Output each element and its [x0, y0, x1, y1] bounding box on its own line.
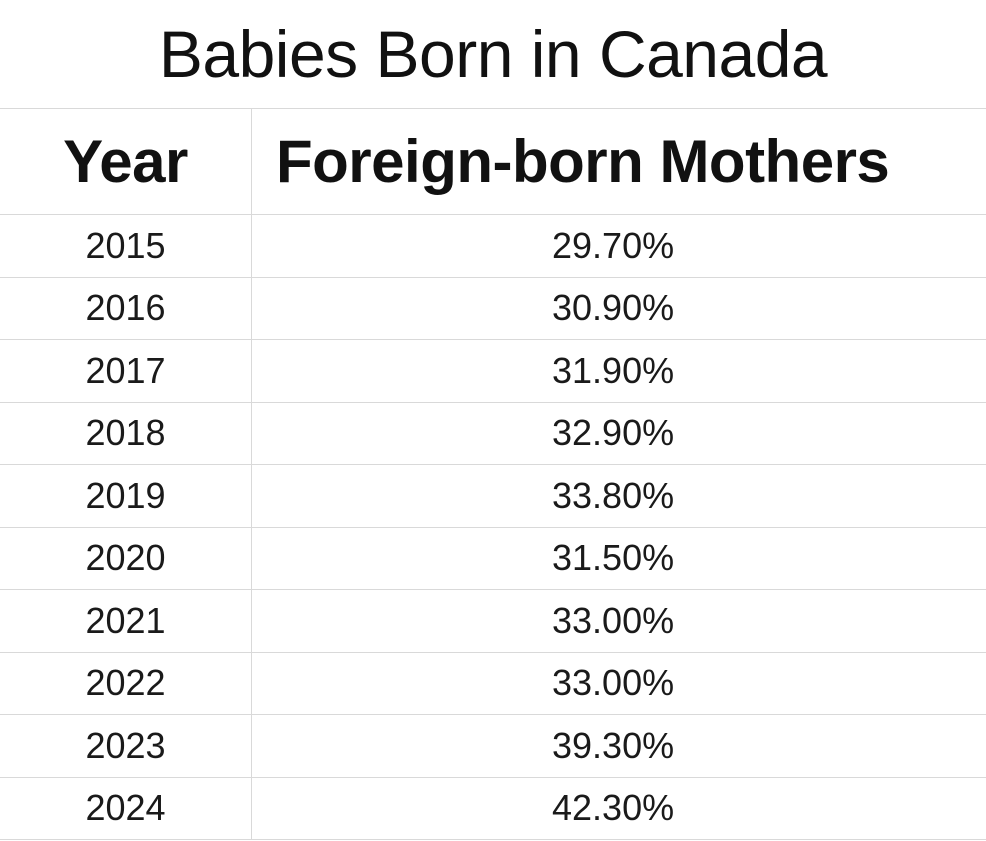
year-cell[interactable]: 2021	[0, 590, 252, 652]
value-cell[interactable]: 33.00%	[552, 599, 675, 641]
table-row: 2017 31.90%	[0, 340, 986, 403]
year-cell[interactable]: 2020	[0, 527, 252, 589]
value-cell[interactable]: 31.90%	[552, 349, 675, 391]
year-cell[interactable]: 2019	[0, 465, 252, 527]
value-cell[interactable]: 30.90%	[552, 287, 675, 329]
value-cell[interactable]: 33.80%	[552, 474, 675, 516]
table-row: 2021 33.00%	[0, 590, 986, 653]
data-table: Year Foreign-born Mothers 2015 29.70% 20…	[0, 108, 986, 841]
value-cell[interactable]: 29.70%	[552, 224, 675, 266]
table-title: Babies Born in Canada	[158, 17, 828, 91]
table-row: 2020 31.50%	[0, 527, 986, 590]
year-cell[interactable]: 2015	[0, 215, 252, 277]
table-row: 2019 33.80%	[0, 465, 986, 528]
table-row: 2023 39.30%	[0, 715, 986, 778]
year-cell[interactable]: 2016	[0, 277, 252, 339]
year-cell[interactable]: 2024	[0, 777, 252, 839]
year-cell[interactable]: 2022	[0, 652, 252, 714]
value-cell[interactable]: 31.50%	[552, 537, 675, 579]
year-cell[interactable]: 2023	[0, 715, 252, 777]
value-cell[interactable]: 33.00%	[552, 662, 675, 704]
value-cell[interactable]: 42.30%	[552, 787, 675, 829]
table-row: 2018 32.90%	[0, 402, 986, 465]
header-cell-foreign-born-mothers[interactable]: Foreign-born Mothers	[276, 128, 890, 195]
table-row: 2022 33.00%	[0, 652, 986, 715]
table-header-row: Year Foreign-born Mothers	[0, 109, 986, 215]
table-row: 2015 29.70%	[0, 215, 986, 278]
year-cell[interactable]: 2017	[0, 340, 252, 402]
header-cell-year[interactable]: Year	[0, 109, 252, 214]
table-row: 2016 30.90%	[0, 277, 986, 340]
year-cell[interactable]: 2018	[0, 402, 252, 464]
table-row: 2024 42.30%	[0, 777, 986, 840]
value-cell[interactable]: 32.90%	[552, 412, 675, 454]
value-cell[interactable]: 39.30%	[552, 724, 675, 766]
